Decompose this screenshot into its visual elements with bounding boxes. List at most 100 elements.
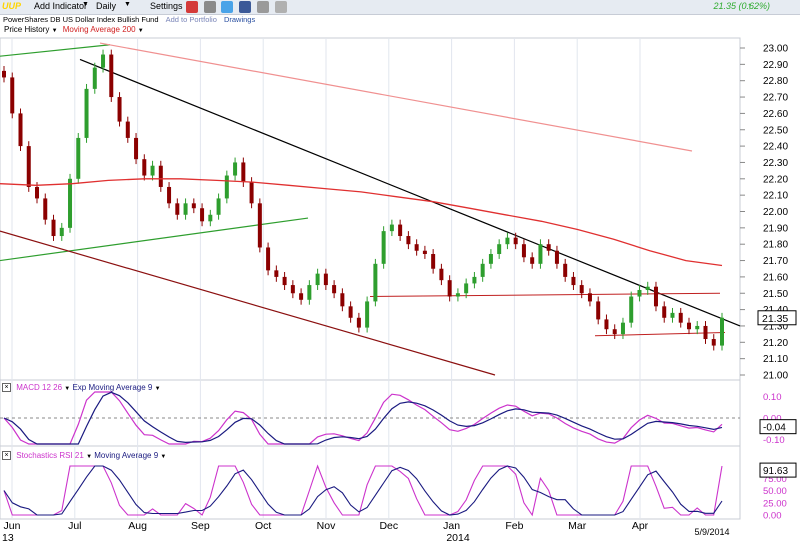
month-label: Mar — [568, 520, 587, 532]
candle-body — [373, 263, 378, 302]
candle-body — [282, 276, 287, 286]
interval-dropdown-icon[interactable]: ▼ — [124, 1, 131, 8]
month-label: Jun — [4, 520, 21, 532]
close-macd-icon[interactable]: × — [2, 383, 11, 393]
price-tick-label: 22.80 — [763, 76, 788, 87]
camera-icon[interactable] — [257, 1, 269, 13]
candle-body — [521, 244, 526, 258]
macd-label[interactable]: MACD 12 26 — [16, 383, 63, 392]
drawings-link[interactable]: Drawings — [223, 15, 256, 24]
macd-signal-label[interactable]: Exp Moving Average 9 — [72, 383, 153, 392]
candle-body — [340, 293, 345, 307]
price-tick-label: 21.70 — [763, 256, 788, 267]
macd-tick-label: 0.00 — [763, 414, 782, 425]
price-tick-label: 21.30 — [763, 321, 788, 332]
add-indicator-dropdown-icon[interactable]: ▼ — [82, 1, 89, 8]
top-toolbar: UUP Add Indicator ▼ Daily ▼ Settings 21.… — [0, 0, 800, 15]
macd-dropdown-icon[interactable]: ▼ — [64, 386, 71, 392]
candle-body — [208, 214, 213, 222]
add-indicator-button[interactable]: Add Indicator — [34, 1, 88, 11]
month-label: Oct — [255, 520, 271, 532]
moving-average-label[interactable]: Moving Average 200 — [62, 25, 136, 34]
print-icon[interactable] — [204, 1, 216, 13]
candle-body — [233, 162, 238, 176]
stoch-dropdown-icon[interactable]: ▼ — [86, 454, 93, 460]
resistance-line — [369, 292, 721, 298]
fund-name: PowerShares DB US Dollar Index Bullish F… — [3, 15, 159, 24]
close-stoch-icon[interactable]: × — [2, 451, 11, 461]
macd-signal-line — [3, 391, 723, 445]
candle-body — [670, 312, 675, 318]
macd-tick-label: 0.10 — [763, 392, 782, 403]
macd-last-box — [759, 419, 797, 435]
stoch-signal-dropdown-icon[interactable]: ▼ — [160, 454, 167, 460]
twitter-icon[interactable] — [221, 1, 233, 13]
candle-body — [200, 208, 205, 222]
interval-select[interactable]: Daily — [96, 1, 117, 11]
candle-body — [51, 219, 56, 237]
macd-signal-dropdown-icon[interactable]: ▼ — [154, 386, 161, 392]
candle-body — [678, 312, 683, 323]
settings-button[interactable]: Settings — [150, 1, 183, 11]
share-icon[interactable] — [275, 1, 287, 13]
candle-body — [59, 227, 64, 237]
add-portfolio-link[interactable]: Add to Portfolio — [165, 15, 217, 24]
last-price-label: 21.35 — [762, 313, 788, 325]
stoch-tick-label: 75.00 — [763, 474, 787, 485]
price-history-dropdown-icon[interactable]: ▼ — [51, 28, 58, 34]
month-label: Aug — [128, 520, 147, 532]
macd-line — [3, 391, 723, 445]
reset-icon[interactable] — [186, 1, 198, 13]
candle-body — [323, 273, 328, 286]
facebook-icon[interactable] — [239, 1, 251, 13]
candle-body — [505, 237, 510, 245]
macd-tick-label: -0.10 — [763, 435, 785, 446]
candle-body — [612, 329, 617, 335]
candle-body — [563, 263, 568, 277]
candle-body — [480, 263, 485, 277]
stoch-signal-label[interactable]: Moving Average 9 — [94, 451, 159, 460]
candle-body — [216, 198, 221, 215]
candle-body — [587, 293, 592, 302]
candle-body — [695, 325, 700, 330]
stoch-tick-label: 0.00 — [763, 511, 782, 522]
month-label: Apr — [632, 520, 649, 532]
lower-green-line — [0, 217, 309, 262]
stoch-tick-label: 25.00 — [763, 498, 787, 509]
candle-body — [109, 54, 114, 98]
candle-body — [720, 317, 724, 346]
candle-body — [167, 186, 172, 204]
year-label-mid: 2014 — [446, 532, 470, 543]
ticker-symbol[interactable]: UUP — [2, 1, 22, 11]
candle-body — [686, 322, 691, 330]
downtrend-line — [79, 58, 741, 327]
candle-body — [2, 70, 6, 78]
candle-body — [546, 244, 551, 251]
candle-body — [629, 296, 634, 323]
candle-body — [620, 322, 625, 335]
candle-body — [158, 165, 163, 187]
pink-channel-line — [99, 42, 693, 152]
moving-average-dropdown-icon[interactable]: ▼ — [137, 28, 144, 34]
macd-legend: × MACD 12 26 ▼ Exp Moving Average 9 ▼ — [2, 383, 161, 393]
candle-body — [538, 244, 543, 264]
candle-body — [332, 285, 337, 294]
month-label: Nov — [317, 520, 336, 532]
candle-body — [381, 231, 386, 264]
price-tick-label: 21.00 — [763, 371, 788, 382]
candle-body — [571, 276, 576, 286]
support-line — [0, 230, 496, 376]
candle-body — [18, 113, 23, 147]
last-price: 21.35 (0.62%) — [713, 1, 770, 11]
candle-body — [464, 283, 469, 294]
support-line-short — [594, 331, 726, 337]
candle-body — [183, 203, 188, 215]
candle-body — [76, 137, 81, 179]
candle-body — [315, 273, 320, 286]
fund-info-bar: PowerShares DB US Dollar Index Bullish F… — [0, 15, 255, 26]
price-history-label[interactable]: Price History — [4, 25, 50, 34]
stoch-label[interactable]: Stochastics RSI 21 — [16, 451, 84, 460]
price-tick-label: 21.20 — [763, 338, 788, 349]
candle-body — [299, 293, 304, 300]
